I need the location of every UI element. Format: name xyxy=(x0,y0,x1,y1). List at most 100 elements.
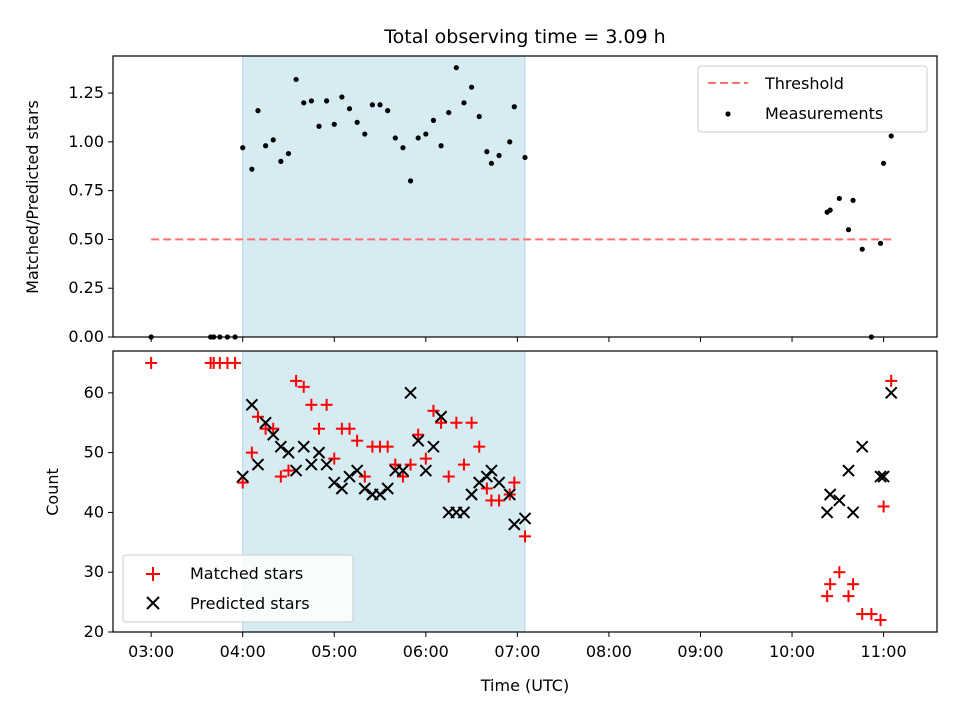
y-tick-label: 30 xyxy=(84,562,104,581)
y-tick-label: 0.25 xyxy=(68,278,104,297)
matched-star-point xyxy=(343,422,356,435)
predicted-star-point xyxy=(335,482,349,495)
matched-star-point xyxy=(412,428,425,441)
x-tick-label: 08:00 xyxy=(586,642,632,661)
matched-star-point xyxy=(236,476,249,489)
x-tick-label: 07:00 xyxy=(494,642,540,661)
measurement-point xyxy=(423,131,429,137)
matched-star-point xyxy=(404,458,417,471)
top-plot-frame xyxy=(112,55,938,338)
measurement-point xyxy=(488,160,495,166)
predicted-star-point xyxy=(434,410,448,423)
legend-matched-label: Matched stars xyxy=(190,564,303,583)
matched-star-point xyxy=(328,452,341,465)
predicted-star-point xyxy=(485,464,498,477)
observing-window-band xyxy=(242,55,526,338)
predicted-star-point xyxy=(457,506,471,519)
predicted-star-point xyxy=(833,494,846,507)
predicted-star-point xyxy=(856,440,869,453)
bottom-legend-box xyxy=(122,554,354,623)
measurement-point xyxy=(240,145,246,151)
predicted-star-point xyxy=(823,488,837,501)
x-tick-label: 03:00 xyxy=(128,642,174,661)
y-tick-label: 1.25 xyxy=(68,83,104,102)
predicted-star-point xyxy=(305,458,318,471)
matched-star-point xyxy=(821,590,834,603)
x-tick-label: 11:00 xyxy=(861,642,907,661)
predicted-star-point xyxy=(320,458,333,471)
predicted-star-point xyxy=(350,464,364,477)
count-panel: 20 30 40 50 60 03:00 04:00 05:00 06:00 07:00 08:0… xyxy=(43,350,938,695)
top-x-ticks xyxy=(150,337,885,342)
measurement-point xyxy=(476,113,482,120)
measurement-point xyxy=(468,84,475,90)
chart-title: Total observing time = 3.09 h xyxy=(383,26,665,48)
x-tick-label: 09:00 xyxy=(677,642,723,661)
measurement-point xyxy=(316,123,322,129)
bottom-legend: Matched stars Predicted stars xyxy=(122,554,354,623)
matched-stars-series xyxy=(145,356,898,627)
predicted-star-point xyxy=(473,476,486,489)
x-tick-label: 06:00 xyxy=(403,642,449,661)
measurement-point xyxy=(270,137,276,143)
measurement-point xyxy=(415,135,421,141)
matched-star-point xyxy=(381,440,394,453)
measurement-point xyxy=(880,160,887,166)
measurements-series xyxy=(148,65,894,340)
x-tick-label: 05:00 xyxy=(311,642,357,661)
predicted-star-point xyxy=(885,386,898,400)
measurement-point xyxy=(438,143,444,149)
predicted-star-point xyxy=(251,458,265,471)
matched-star-point xyxy=(519,530,531,543)
matched-star-point xyxy=(842,590,855,603)
predicted-star-point xyxy=(874,470,887,483)
predicted-star-point xyxy=(274,440,288,453)
predicted-star-point xyxy=(282,446,295,459)
matched-star-point xyxy=(442,470,455,483)
measurement-point xyxy=(392,135,398,141)
predicted-star-point xyxy=(396,464,410,477)
legend-measurements-swatch xyxy=(725,111,731,117)
matched-star-point xyxy=(251,410,264,423)
matched-star-point xyxy=(877,500,890,513)
matched-star-point xyxy=(245,446,258,459)
matched-star-point xyxy=(320,398,333,411)
matched-star-point xyxy=(145,356,158,369)
bottom-x-ticks: 03:00 04:00 05:00 06:00 07:00 08:00 09:00 10:00… xyxy=(128,632,907,661)
measurement-point xyxy=(324,98,330,104)
measurement-point xyxy=(354,119,360,125)
measurement-point xyxy=(511,104,517,110)
measurement-point xyxy=(461,100,467,106)
measurement-point xyxy=(385,108,391,114)
predicted-star-point xyxy=(404,386,417,400)
measurement-point xyxy=(845,227,852,233)
matched-star-point xyxy=(435,416,448,429)
matched-star-point xyxy=(305,398,318,411)
matched-star-point xyxy=(450,416,463,429)
matched-star-point xyxy=(389,458,402,471)
ratio-panel: 0.00 0.25 0.50 0.75 1.00 1.25 Matched/Predict… xyxy=(23,55,938,346)
measurement-point xyxy=(377,102,383,108)
predicted-star-point xyxy=(842,464,855,477)
x-tick-label: 10:00 xyxy=(769,642,815,661)
matched-star-point xyxy=(508,476,521,489)
predicted-star-point xyxy=(465,488,478,501)
measurement-point xyxy=(507,139,513,145)
predicted-star-point xyxy=(877,470,890,483)
top-legend: Threshold Measurements xyxy=(697,65,928,133)
matched-star-point xyxy=(457,458,470,471)
matched-star-point xyxy=(493,494,506,507)
x-tick-label: 04:00 xyxy=(220,642,266,661)
predicted-star-point xyxy=(381,482,394,495)
legend-measurements-label: Measurements xyxy=(765,104,883,123)
predicted-star-point xyxy=(508,518,521,531)
legend-predicted-label: Predicted stars xyxy=(190,594,310,613)
matched-star-point xyxy=(473,440,486,453)
measurement-point xyxy=(836,195,842,202)
predicted-stars-series xyxy=(236,386,898,531)
matched-star-point xyxy=(297,380,310,393)
predicted-star-point xyxy=(297,440,310,453)
matched-star-point xyxy=(885,374,898,387)
predicted-star-point xyxy=(419,464,433,477)
predicted-star-point xyxy=(846,506,860,519)
